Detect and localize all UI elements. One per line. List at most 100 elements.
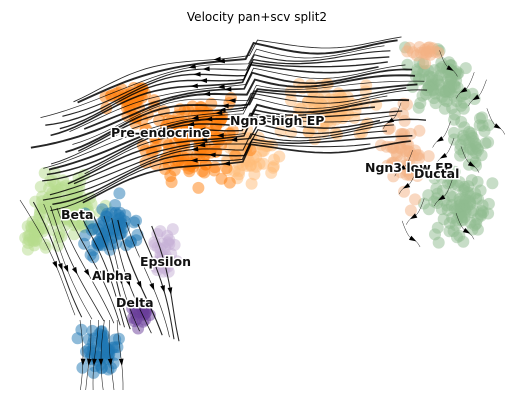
streamline-arrow (188, 64, 197, 69)
streamline (82, 140, 411, 204)
streamline (19, 199, 76, 316)
cell-point (245, 177, 258, 190)
streamline-arrow (87, 358, 92, 366)
label-beta: Beta (61, 207, 93, 222)
streamline-arrow (472, 94, 480, 101)
cell-point (302, 95, 314, 108)
cell-point (131, 228, 144, 241)
streamline-arrow (218, 107, 226, 113)
cell-point (418, 43, 431, 56)
streamline-arrow (439, 152, 448, 159)
cell-point (304, 79, 317, 91)
streamline (77, 39, 398, 104)
cell-point (85, 197, 98, 210)
streamline-arrow (149, 282, 155, 291)
cell-point (158, 261, 171, 274)
streamline (50, 205, 105, 322)
streamline-arrow (224, 86, 232, 92)
streamline-arrow (221, 103, 229, 109)
streamline (125, 221, 170, 338)
cell-point (457, 102, 470, 115)
streamline (69, 64, 406, 132)
streamline-arrow (57, 262, 63, 271)
cell-point (205, 97, 218, 110)
cluster-labels: Pre-endocrine Ngn3 high EP Ngn3 low EP D… (60, 112, 461, 312)
streamline-arrow (199, 137, 208, 143)
streamline (42, 110, 403, 182)
cell-point (149, 139, 162, 152)
cell-point (82, 333, 95, 346)
cell-point (101, 343, 114, 356)
streamline-arrow (199, 78, 208, 83)
streamline (79, 319, 84, 391)
streamline (73, 36, 402, 103)
streamline-arrow (117, 277, 123, 285)
streamline (43, 95, 388, 169)
cell-point (192, 181, 205, 194)
cell-point (244, 158, 257, 171)
streamline (108, 319, 115, 391)
streamline-arrow (198, 127, 206, 133)
streamline-arrow (202, 66, 210, 72)
cell-point (448, 80, 461, 93)
cell-point (448, 165, 461, 178)
streamline (43, 203, 93, 320)
streamline-arrow (202, 91, 211, 97)
streamline-arrow (402, 182, 411, 189)
cell-point (72, 196, 85, 209)
cell-point (181, 123, 194, 136)
cell-point (482, 119, 495, 132)
streamline (48, 99, 410, 171)
streamline-arrow (446, 65, 454, 71)
streamline (30, 74, 415, 149)
cell-point (430, 192, 443, 205)
streamline-arrow (112, 275, 118, 283)
streamline-arrow (107, 358, 113, 366)
streamline-arrow (190, 146, 199, 152)
streamline-arrow (459, 87, 468, 93)
streamline (65, 209, 121, 326)
cell-point (414, 97, 427, 110)
streamline-arrow (191, 115, 199, 120)
streamline-arrow (80, 358, 86, 366)
streamline-arrow (437, 194, 446, 201)
cell-point (401, 98, 413, 111)
streamline-arrow (217, 84, 225, 90)
streamline-arrow (408, 235, 417, 242)
cell-point (457, 235, 470, 248)
cell-point (190, 149, 203, 162)
cell-point (248, 168, 261, 181)
streamline-arrow (216, 133, 224, 138)
streamline (111, 217, 152, 334)
cell-point (33, 209, 46, 222)
streamline-arrow (186, 121, 195, 127)
streamline (65, 83, 418, 153)
cell-point (293, 78, 306, 90)
cell-point (430, 182, 443, 195)
label-ductal: Ductal (414, 166, 459, 181)
streamline (103, 215, 140, 332)
streamline (50, 63, 379, 137)
cell-point (223, 176, 236, 189)
streamline (92, 319, 100, 391)
streamline-arrow (398, 164, 406, 171)
streamline-arrow (167, 287, 173, 295)
streamline (116, 319, 124, 390)
cell-point (403, 169, 416, 182)
cell-point (268, 153, 281, 166)
streamline (49, 124, 394, 196)
cell-point (401, 45, 414, 58)
cell-point (95, 325, 108, 338)
streamline-arrow (118, 358, 124, 366)
cell-point (486, 177, 499, 190)
streamline (45, 56, 390, 126)
label-pre-endocrine: Pre-endocrine (111, 125, 210, 140)
streamline-arrow (83, 268, 90, 277)
cell-point (39, 241, 52, 254)
label-alpha: Alpha (92, 268, 132, 283)
cell-point (413, 164, 426, 177)
cell-point (316, 98, 329, 111)
streamline-arrow (213, 56, 221, 62)
streamline-arrow (409, 213, 418, 220)
